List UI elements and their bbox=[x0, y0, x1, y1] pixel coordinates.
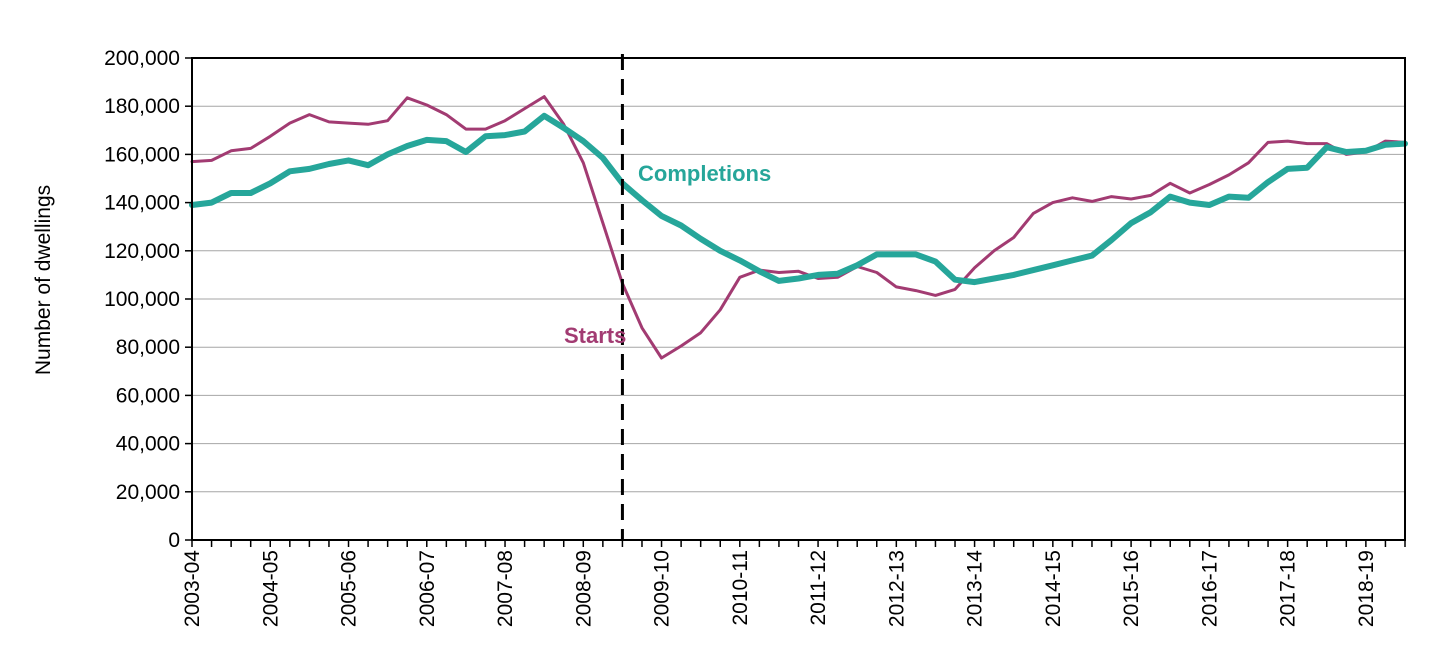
x-tick-label: 2017-18 bbox=[1277, 550, 1300, 627]
series-label-starts: Starts bbox=[564, 323, 626, 348]
y-tick-label: 200,000 bbox=[104, 47, 180, 70]
y-tick-label: 140,000 bbox=[104, 192, 180, 215]
y-tick-label: 20,000 bbox=[116, 481, 180, 504]
grid-layer bbox=[192, 105, 1405, 493]
series-layer bbox=[189, 95, 1408, 360]
y-tick-label: 80,000 bbox=[116, 336, 180, 359]
x-tick-label: 2014-15 bbox=[1042, 550, 1065, 627]
x-tick-label: 2005-06 bbox=[338, 550, 361, 627]
x-tick-label: 2012-13 bbox=[885, 550, 908, 627]
x-tick-label: 2010-11 bbox=[729, 550, 752, 626]
series-line-starts bbox=[190, 95, 1407, 360]
y-tick-label: 160,000 bbox=[104, 143, 180, 166]
y-tick-layer: 0 20,000 40,000 60,000 80,000 100,000 120,000 1… bbox=[104, 47, 192, 552]
y-axis-title: Number of dwellings bbox=[32, 185, 55, 375]
x-tick-label: 2018-19 bbox=[1355, 550, 1378, 627]
x-tick-label: 2008-09 bbox=[572, 550, 595, 627]
y-tick-label: 40,000 bbox=[116, 433, 180, 456]
series-label-completions: Completions bbox=[638, 161, 771, 186]
y-tick-label: 0 bbox=[168, 529, 180, 552]
x-tick-label: 2004-05 bbox=[259, 550, 282, 627]
x-tick-layer: 2003-04 2004-05 2005-06 2006-07 2007-08 2008-… bbox=[181, 540, 1406, 627]
series-label-layer: Completions Starts bbox=[564, 161, 771, 348]
y-tick-label: 60,000 bbox=[116, 384, 180, 407]
x-tick-label: 2016-17 bbox=[1198, 550, 1221, 627]
y-tick-label: 120,000 bbox=[104, 240, 180, 263]
x-tick-label: 2003-04 bbox=[181, 550, 204, 627]
x-tick-label: 2013-14 bbox=[964, 550, 987, 627]
x-tick-label: 2011-12 bbox=[807, 550, 830, 626]
x-tick-label: 2009-10 bbox=[651, 550, 674, 627]
y-tick-label: 180,000 bbox=[104, 95, 180, 118]
x-tick-label: 2006-07 bbox=[416, 550, 439, 627]
x-tick-label: 2007-08 bbox=[494, 550, 517, 627]
x-tick-label: 2015-16 bbox=[1120, 550, 1143, 627]
series-line-completions bbox=[189, 112, 1408, 286]
y-tick-label: 100,000 bbox=[104, 288, 180, 311]
